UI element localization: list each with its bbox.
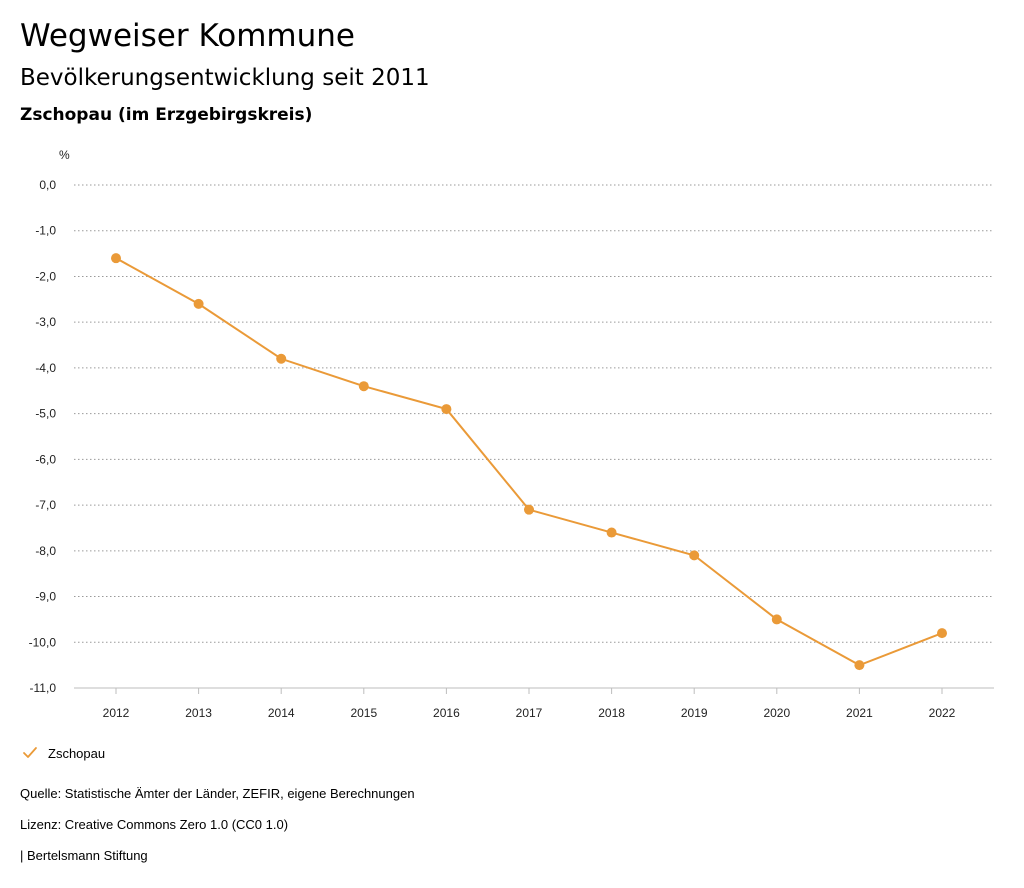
y-tick-label: -3,0 (35, 315, 56, 329)
y-axis: 0,0 -1,0 -2,0 -3,0 -4,0 -5,0 -6,0 -7,0 -8,0 -9,0 -… (29, 178, 57, 695)
region-label: Zschopau (im Erzgebirgskreis) (20, 105, 313, 125)
x-tick-label: 2021 (846, 706, 873, 720)
checkmark-icon (23, 747, 37, 758)
series-zschopau (111, 253, 947, 671)
data-point[interactable] (524, 504, 534, 515)
y-tick-label: -9,0 (35, 590, 56, 604)
series-line (115, 257, 943, 667)
y-tick-label: -6,0 (35, 452, 56, 466)
y-tick-label: -11,0 (30, 681, 57, 695)
data-point[interactable] (689, 550, 700, 561)
x-tick-label: 2018 (598, 706, 625, 720)
y-tick-label: -10,0 (29, 635, 57, 649)
gridlines (74, 184, 994, 689)
y-tick-label: -8,0 (35, 544, 56, 558)
y-axis-unit: % (59, 148, 70, 162)
x-tick-label: 2014 (268, 706, 295, 720)
x-tick-label: 2017 (516, 706, 543, 720)
chart-subtitle: Bevölkerungsentwicklung seit 2011 (20, 65, 430, 91)
license-note: Lizenz: Creative Commons Zero 1.0 (CC0 1… (20, 817, 289, 832)
publisher-note[interactable]: | Bertelsmann Stiftung (20, 848, 148, 863)
y-tick-label: -1,0 (35, 224, 56, 238)
data-point[interactable] (937, 628, 947, 639)
data-point[interactable] (441, 404, 452, 415)
x-tick-label: 2013 (185, 706, 212, 720)
x-tick-label: 2015 (350, 706, 377, 720)
y-tick-label: -7,0 (35, 498, 56, 512)
line-chart: % 0,0 -1,0 -2,0 -3,0 -4,0 -5,0 -6,0 -7,0 -8,0 -9,… (29, 148, 994, 720)
y-tick-label: 0,0 (39, 178, 56, 192)
legend-label: Zschopau (48, 745, 106, 761)
legend[interactable]: Zschopau (22, 745, 105, 761)
data-point[interactable] (193, 298, 204, 309)
x-axis: 2012 2013 2014 2015 2016 2017 2018 2019 2020 2021… (74, 687, 994, 720)
data-point[interactable] (854, 660, 865, 671)
x-tick-label: 2012 (103, 706, 130, 720)
data-point[interactable] (276, 353, 287, 364)
y-tick-label: -5,0 (35, 407, 56, 421)
x-tick-label: 2020 (763, 706, 790, 720)
data-point[interactable] (358, 381, 369, 392)
x-tick-label: 2022 (929, 706, 956, 720)
data-point[interactable] (606, 527, 617, 538)
y-tick-label: -4,0 (35, 361, 56, 375)
source-note: Quelle: Statistische Ämter der Länder, Z… (20, 786, 415, 801)
y-tick-label: -2,0 (35, 269, 56, 283)
x-tick-label: 2016 (433, 706, 460, 720)
x-tick-label: 2019 (681, 706, 708, 720)
data-point[interactable] (771, 614, 782, 625)
data-point[interactable] (111, 253, 121, 264)
chart-title: Wegweiser Kommune (20, 18, 355, 54)
